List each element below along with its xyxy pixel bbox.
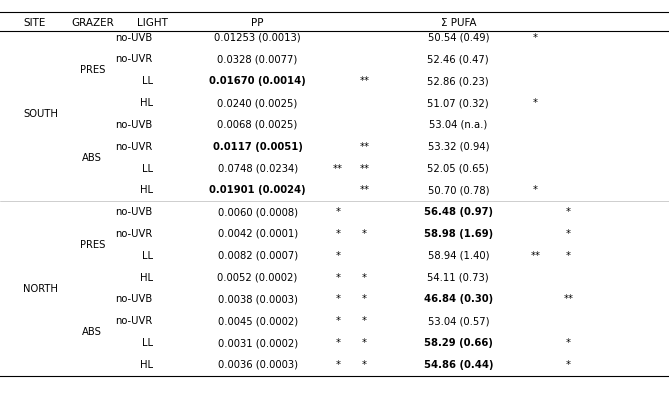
Text: SOUTH: SOUTH (23, 109, 58, 119)
Text: 58.29 (0.66): 58.29 (0.66) (424, 338, 492, 348)
Text: 0.01253 (0.0013): 0.01253 (0.0013) (214, 33, 301, 42)
Text: HL: HL (140, 360, 153, 370)
Text: 46.84 (0.30): 46.84 (0.30) (423, 295, 493, 304)
Text: 0.0060 (0.0008): 0.0060 (0.0008) (217, 207, 298, 217)
Text: *: * (566, 207, 571, 217)
Text: 0.0748 (0.0234): 0.0748 (0.0234) (217, 164, 298, 173)
Text: *: * (335, 295, 341, 304)
Text: 52.05 (0.65): 52.05 (0.65) (427, 164, 489, 173)
Text: *: * (335, 229, 341, 239)
Text: *: * (335, 338, 341, 348)
Text: 0.01901 (0.0024): 0.01901 (0.0024) (209, 185, 306, 195)
Text: 54.11 (0.73): 54.11 (0.73) (427, 273, 489, 283)
Text: 50.54 (0.49): 50.54 (0.49) (427, 33, 489, 42)
Text: *: * (566, 229, 571, 239)
Text: 0.0042 (0.0001): 0.0042 (0.0001) (217, 229, 298, 239)
Text: 0.01670 (0.0014): 0.01670 (0.0014) (209, 76, 306, 86)
Text: *: * (566, 251, 571, 261)
Text: SITE: SITE (23, 18, 45, 29)
Text: **: ** (531, 251, 540, 261)
Text: HL: HL (140, 185, 153, 195)
Text: *: * (335, 251, 341, 261)
Text: 0.0328 (0.0077): 0.0328 (0.0077) (217, 54, 298, 64)
Text: 53.32 (0.94): 53.32 (0.94) (427, 142, 489, 152)
Text: PRES: PRES (80, 65, 105, 75)
Text: PRES: PRES (80, 240, 105, 250)
Text: LL: LL (142, 164, 153, 173)
Text: no-UVR: no-UVR (115, 54, 153, 64)
Text: 52.46 (0.47): 52.46 (0.47) (427, 54, 489, 64)
Text: ABS: ABS (82, 153, 102, 163)
Text: *: * (335, 207, 341, 217)
Text: 53.04 (0.57): 53.04 (0.57) (427, 316, 489, 326)
Text: *: * (362, 316, 367, 326)
Text: GRAZER: GRAZER (71, 18, 114, 29)
Text: 52.86 (0.23): 52.86 (0.23) (427, 76, 489, 86)
Text: no-UVR: no-UVR (115, 316, 153, 326)
Text: **: ** (360, 142, 369, 152)
Text: 0.0240 (0.0025): 0.0240 (0.0025) (217, 98, 298, 108)
Text: 0.0036 (0.0003): 0.0036 (0.0003) (217, 360, 298, 370)
Text: 0.0038 (0.0003): 0.0038 (0.0003) (217, 295, 298, 304)
Text: **: ** (360, 76, 369, 86)
Text: **: ** (564, 295, 573, 304)
Text: no-UVB: no-UVB (115, 120, 153, 130)
Text: LL: LL (142, 251, 153, 261)
Text: NORTH: NORTH (23, 284, 58, 294)
Text: 58.94 (1.40): 58.94 (1.40) (427, 251, 489, 261)
Text: *: * (533, 185, 538, 195)
Text: *: * (533, 98, 538, 108)
Text: 0.0082 (0.0007): 0.0082 (0.0007) (217, 251, 298, 261)
Text: 0.0068 (0.0025): 0.0068 (0.0025) (217, 120, 298, 130)
Text: 0.0031 (0.0002): 0.0031 (0.0002) (217, 338, 298, 348)
Text: 51.07 (0.32): 51.07 (0.32) (427, 98, 489, 108)
Text: no-UVR: no-UVR (115, 142, 153, 152)
Text: *: * (533, 33, 538, 42)
Text: **: ** (333, 164, 343, 173)
Text: *: * (335, 360, 341, 370)
Text: **: ** (360, 164, 369, 173)
Text: 0.0052 (0.0002): 0.0052 (0.0002) (217, 273, 298, 283)
Text: *: * (362, 273, 367, 283)
Text: *: * (362, 360, 367, 370)
Text: no-UVB: no-UVB (115, 207, 153, 217)
Text: 0.0117 (0.0051): 0.0117 (0.0051) (213, 142, 302, 152)
Text: *: * (335, 273, 341, 283)
Text: 0.0045 (0.0002): 0.0045 (0.0002) (217, 316, 298, 326)
Text: no-UVB: no-UVB (115, 295, 153, 304)
Text: LIGHT: LIGHT (137, 18, 168, 29)
Text: LL: LL (142, 76, 153, 86)
Text: ABS: ABS (82, 327, 102, 337)
Text: *: * (362, 338, 367, 348)
Text: 58.98 (1.69): 58.98 (1.69) (423, 229, 493, 239)
Text: no-UVB: no-UVB (115, 33, 153, 42)
Text: PP: PP (252, 18, 264, 29)
Text: *: * (335, 316, 341, 326)
Text: **: ** (360, 185, 369, 195)
Text: 50.70 (0.78): 50.70 (0.78) (427, 185, 489, 195)
Text: Σ PUFA: Σ PUFA (440, 18, 476, 29)
Text: LL: LL (142, 338, 153, 348)
Text: *: * (566, 338, 571, 348)
Text: *: * (566, 360, 571, 370)
Text: HL: HL (140, 273, 153, 283)
Text: no-UVR: no-UVR (115, 229, 153, 239)
Text: *: * (362, 229, 367, 239)
Text: 54.86 (0.44): 54.86 (0.44) (423, 360, 493, 370)
Text: HL: HL (140, 98, 153, 108)
Text: 56.48 (0.97): 56.48 (0.97) (423, 207, 493, 217)
Text: *: * (362, 295, 367, 304)
Text: 53.04 (n.a.): 53.04 (n.a.) (429, 120, 488, 130)
